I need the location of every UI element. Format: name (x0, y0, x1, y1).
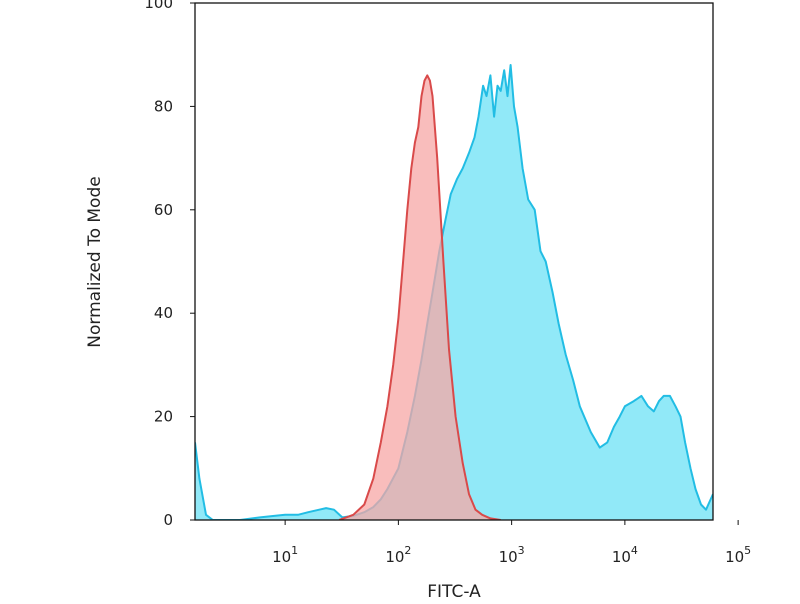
y-tick-label: 100 (144, 0, 173, 12)
series-2-area (339, 75, 501, 520)
series-1-area (195, 65, 713, 520)
y-tick-label: 60 (154, 201, 173, 219)
x-tick-label: 103 (499, 544, 525, 566)
x-axis-label: FITC-A (427, 582, 481, 600)
x-tick-label: 104 (612, 544, 638, 566)
series-2-line (338, 74, 501, 520)
y-tick-label: 40 (154, 304, 173, 322)
x-tick-label: 101 (272, 544, 298, 566)
series-1-line (195, 64, 713, 520)
y-axis-label: Normalized To Mode (85, 176, 105, 347)
plot-frame (194, 2, 714, 521)
y-tick-label: 20 (154, 408, 173, 426)
x-tick-label: 102 (385, 544, 411, 566)
y-tick-label: 0 (163, 511, 173, 529)
y-tick-label: 80 (154, 97, 173, 115)
x-tick-label: 105 (725, 544, 751, 566)
plot-area (195, 64, 713, 520)
